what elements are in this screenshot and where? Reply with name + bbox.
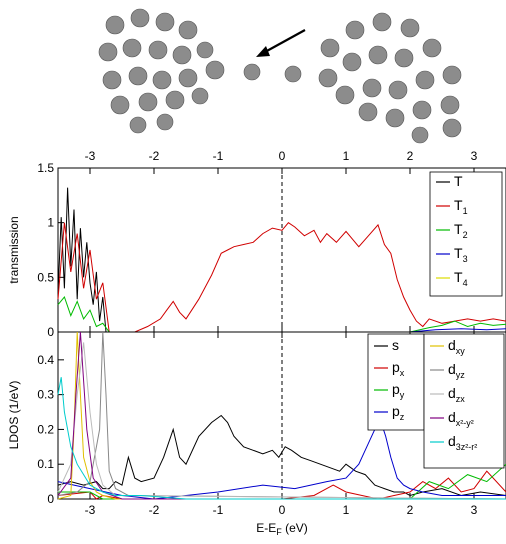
x-tick-label: 3	[471, 503, 478, 517]
x-tick-label: 2	[407, 503, 414, 517]
series-line-dyz	[57, 331, 506, 500]
ldos-xlabel-sub: F	[276, 527, 282, 537]
x-tick-label: 3	[471, 149, 478, 163]
ldos-xlabel-unit: (eV)	[282, 521, 308, 535]
series-line-T	[57, 187, 110, 333]
x-tick-label: -3	[85, 503, 96, 517]
ldos-ylabel: LDOS (1/eV)	[7, 381, 21, 450]
legend-label: dxy	[448, 337, 465, 356]
x-tick-label: 0	[279, 503, 286, 517]
series-line-py	[58, 463, 506, 500]
x-tick-label: 1	[343, 503, 350, 517]
ldos-legend: s px py pz dxy dyz dzx dx²-y² d3z²-r²	[367, 333, 505, 469]
legend-label: T1	[454, 197, 468, 216]
x-tick-label: 0	[279, 149, 286, 163]
legend-label: T3	[454, 245, 468, 264]
transmission-panel: -3 -2 -1 0 1 2 3 0 0.5 1 1.5 T T1 T2 T3 T4 transmissi…	[7, 149, 506, 339]
y-tick-label: 0.5	[37, 270, 54, 284]
legend-label: py	[392, 381, 405, 400]
legend-label: T4	[454, 269, 468, 288]
x-tick-label: -1	[213, 503, 224, 517]
legend-label: dx²-y²	[448, 409, 474, 428]
y-tick-label: 1.5	[37, 161, 54, 175]
transmission-legend-box	[429, 171, 503, 297]
y-tick-label: 0.1	[37, 457, 54, 471]
ldos-legend-box-right	[423, 333, 505, 469]
ldos-series	[57, 331, 506, 500]
ldos-legend-box-left	[367, 333, 425, 431]
x-tick-label: -2	[149, 503, 160, 517]
series-line-pz	[57, 421, 506, 500]
y-tick-label: 0	[47, 492, 54, 506]
y-tick-label: 0	[47, 325, 54, 339]
transmission-top-xticks: -3 -2 -1 0 1 2 3	[85, 149, 478, 332]
y-tick-label: 1	[47, 216, 54, 230]
ldos-yticks: 0 0.1 0.2 0.3 0.4	[37, 353, 64, 506]
series-line-d3z2r2	[57, 377, 506, 500]
transmission-legend: T T1 T2 T3 T4	[429, 171, 503, 297]
transmission-yticks: 0 0.5 1 1.5	[37, 161, 64, 339]
transmission-ylabel: transmission	[7, 216, 21, 283]
legend-label: pz	[392, 403, 405, 422]
legend-label: px	[392, 359, 405, 378]
x-tick-label: 2	[407, 149, 414, 163]
y-tick-label: 0.4	[37, 353, 54, 367]
y-tick-label: 0.3	[37, 388, 54, 402]
legend-label: s	[392, 337, 399, 353]
legend-label: T	[454, 173, 463, 189]
x-tick-label: -1	[213, 149, 224, 163]
y-tick-label: 0.2	[37, 422, 54, 436]
ldos-xlabel-main: E-E	[256, 521, 276, 535]
ldos-panel: -3 -2 -1 0 1 2 3 0 0.1 0.2 0.3 0.4 s px py pz dxy dyz dz…	[7, 331, 506, 537]
legend-label: dyz	[448, 361, 465, 380]
ldos-xticks: -3 -2 -1 0 1 2 3	[85, 332, 478, 517]
ldos-xlabel: E-EF (eV)	[256, 521, 308, 537]
left-electrode-cluster	[98, 8, 261, 134]
arrow-head-icon	[256, 46, 270, 57]
legend-label: T2	[454, 221, 468, 240]
arrow-line	[264, 29, 306, 53]
atomic-structure-illustration	[98, 8, 462, 144]
right-electrode-cluster	[284, 12, 462, 144]
series-line-s	[57, 414, 506, 497]
x-tick-label: -3	[85, 149, 96, 163]
legend-label: d3z²-r²	[448, 433, 477, 452]
x-tick-label: -2	[149, 149, 160, 163]
legend-label: dzx	[448, 385, 465, 404]
x-tick-label: 1	[343, 149, 350, 163]
